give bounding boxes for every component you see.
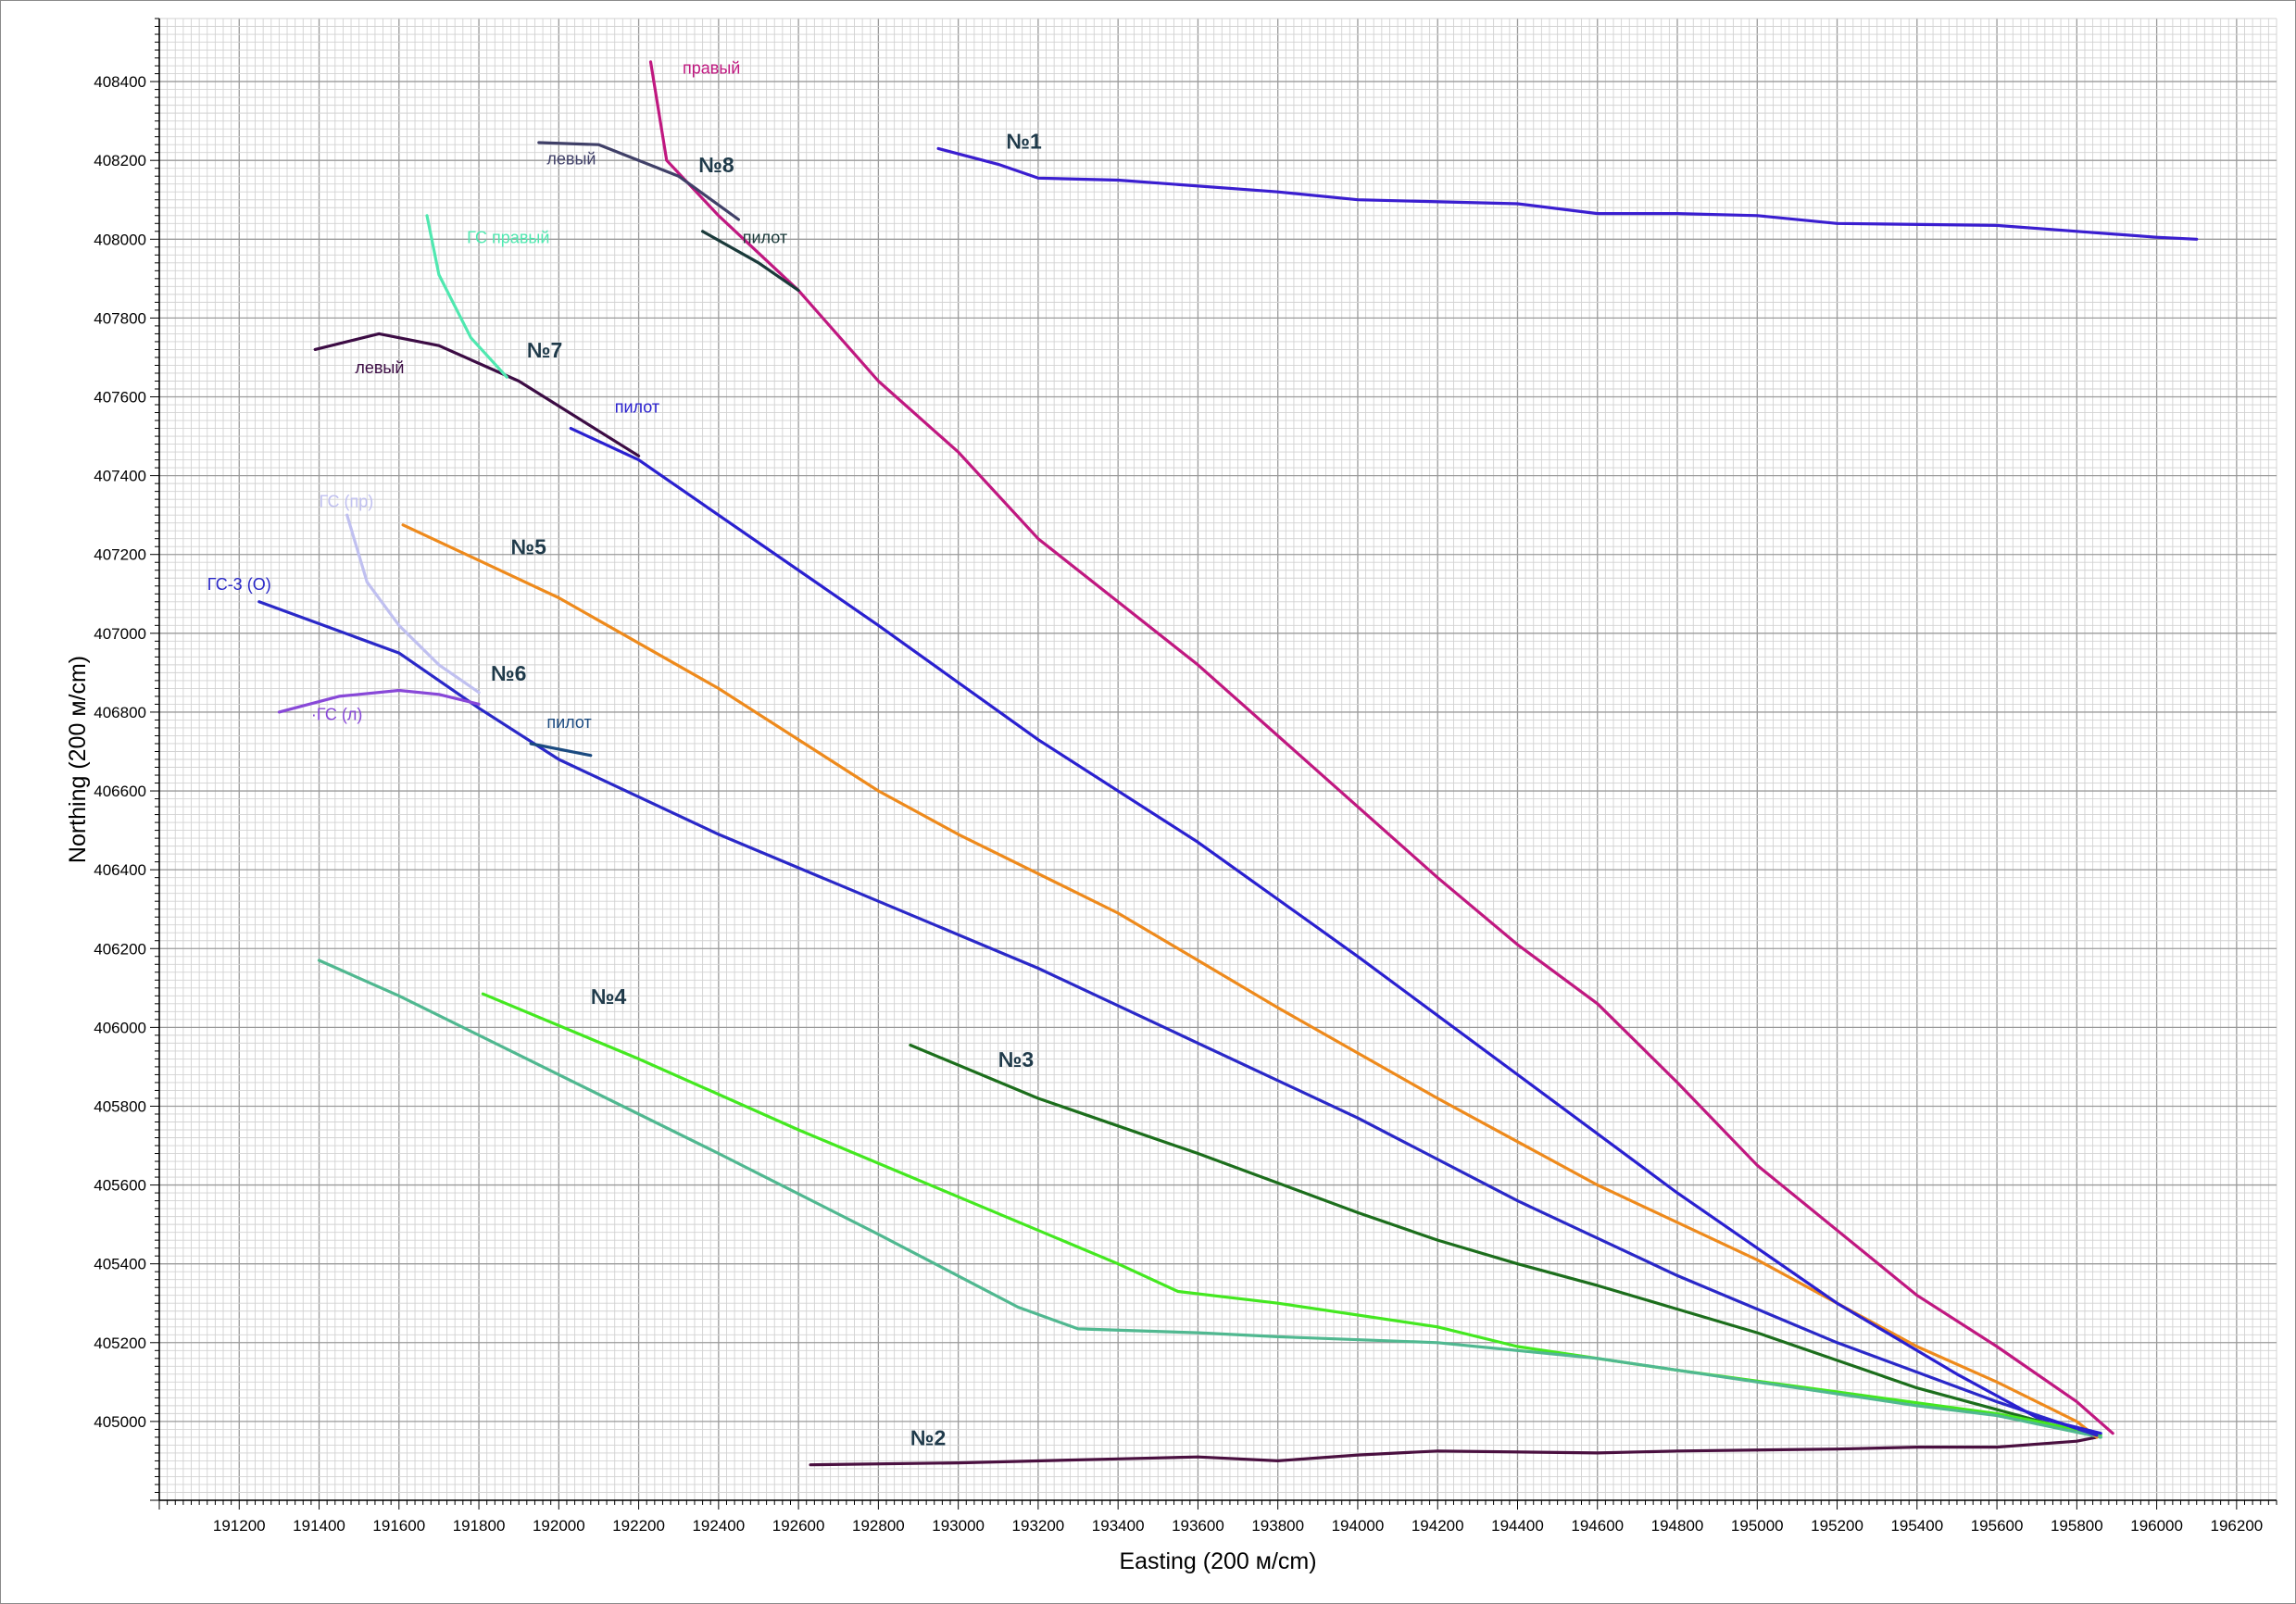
y-tick-label: 405200 xyxy=(94,1335,146,1352)
trajectory-line-4 xyxy=(481,992,2102,1437)
y-tick-label: 405800 xyxy=(94,1097,146,1115)
trajectory-line-5 xyxy=(317,959,2102,1439)
grid xyxy=(158,18,2277,1501)
x-tick-label: 191600 xyxy=(372,1517,425,1535)
y-tick-label: 406800 xyxy=(94,704,146,721)
trajectory-line-7 xyxy=(257,600,2099,1437)
y-tick-label: 406400 xyxy=(94,861,146,879)
x-tick-label: 193600 xyxy=(1172,1517,1224,1535)
trajectory-line-8 xyxy=(345,513,481,695)
trajectory-line-6 xyxy=(401,523,2099,1439)
branch-label: ГС (пр) xyxy=(320,493,374,511)
x-tick-label: 192800 xyxy=(852,1517,905,1535)
y-tick-label: 406200 xyxy=(94,940,146,958)
x-tick-label: 193200 xyxy=(1012,1517,1065,1535)
well-label: №7 xyxy=(527,338,562,362)
y-tick-label: 407600 xyxy=(94,389,146,407)
branch-label: правый xyxy=(683,59,740,78)
well-label: №5 xyxy=(511,535,547,559)
x-tick-label: 195600 xyxy=(1971,1517,2024,1535)
well-label: №2 xyxy=(910,1425,946,1449)
x-tick-label: 192400 xyxy=(692,1517,745,1535)
x-tick-label: 191800 xyxy=(453,1517,506,1535)
trajectory-line-15 xyxy=(537,141,740,221)
y-tick-label: 408000 xyxy=(94,231,146,248)
x-tick-label: 191200 xyxy=(213,1517,266,1535)
x-tick-label: 194400 xyxy=(1491,1517,1544,1535)
y-tick-label: 405000 xyxy=(94,1413,146,1431)
branch-label: ГС-3 (О) xyxy=(207,575,271,594)
trajectory-line-14 xyxy=(648,60,2114,1435)
x-tick-label: 192200 xyxy=(612,1517,665,1535)
x-tick-label: 191400 xyxy=(293,1517,345,1535)
well-label: №3 xyxy=(998,1047,1034,1071)
x-tick-label: 195400 xyxy=(1890,1517,1943,1535)
trajectory-line-3 xyxy=(909,1043,2102,1439)
y-tick-label: 407800 xyxy=(94,309,146,327)
x-tick-label: 194200 xyxy=(1411,1517,1464,1535)
y-tick-label: 405600 xyxy=(94,1177,146,1195)
branch-label: левый xyxy=(546,149,596,168)
y-tick-label: 408400 xyxy=(94,73,146,91)
trajectory-line-12 xyxy=(313,332,641,457)
y-axis-title: Northing (200 м/cm) xyxy=(65,656,91,863)
branch-label: пилот xyxy=(546,713,591,732)
trajectory-line-10 xyxy=(529,742,593,758)
branch-label: ·ГС (л) xyxy=(311,705,362,723)
annotations: №1 №2 №3 №4 №5 №6 №7 №8 правый левый пилот ГС правы… xyxy=(207,59,1042,1450)
x-tick-label: 194800 xyxy=(1651,1517,1704,1535)
x-tick-label: 195000 xyxy=(1731,1517,1784,1535)
x-tick-label: 195200 xyxy=(1811,1517,1863,1535)
y-tick-label: 406600 xyxy=(94,783,146,800)
x-tick-label: 196000 xyxy=(2130,1517,2183,1535)
series-group xyxy=(257,60,2199,1467)
x-tick-label: 192600 xyxy=(772,1517,825,1535)
x-axis-title: Easting (200 м/cm) xyxy=(1119,1548,1316,1574)
x-tick-label: 196200 xyxy=(2211,1517,2264,1535)
y-tick-label: 406000 xyxy=(94,1019,146,1036)
well-label: №6 xyxy=(491,661,526,685)
y-tick-label: 407200 xyxy=(94,546,146,564)
well-label: №4 xyxy=(591,984,627,1009)
trajectory-line-11 xyxy=(569,427,2102,1435)
branch-label: ГС правый xyxy=(467,229,549,247)
y-tick-label: 407400 xyxy=(94,468,146,485)
x-tick-label: 193400 xyxy=(1092,1517,1145,1535)
branch-label: левый xyxy=(355,358,404,377)
branch-label: пилот xyxy=(615,398,659,417)
well-label: №1 xyxy=(1006,129,1042,153)
trajectory-line-2 xyxy=(809,1435,2099,1467)
y-tick-label: 408200 xyxy=(94,152,146,169)
trajectory-line-9 xyxy=(277,688,481,714)
branch-label: пилот xyxy=(743,229,787,247)
x-tick-label: 195800 xyxy=(2051,1517,2103,1535)
x-tick-label: 193800 xyxy=(1251,1517,1304,1535)
x-tick-label: 193000 xyxy=(932,1517,985,1535)
x-tick-label: 194600 xyxy=(1571,1517,1624,1535)
y-tick-label: 407000 xyxy=(94,625,146,643)
trajectory-line-1 xyxy=(936,146,2199,241)
trajectory-line-13 xyxy=(425,214,508,379)
tick-labels: 191200 191400 191600 191800 192000 192200 1924… xyxy=(94,18,2277,1535)
x-tick-label: 192000 xyxy=(533,1517,585,1535)
x-tick-label: 194000 xyxy=(1332,1517,1385,1535)
y-tick-label: 405400 xyxy=(94,1256,146,1273)
trajectory-line-16 xyxy=(701,230,800,293)
well-label: №8 xyxy=(698,153,734,177)
